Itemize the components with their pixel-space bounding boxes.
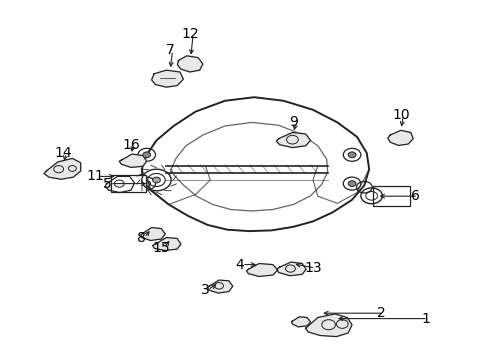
Text: 11: 11: [86, 170, 104, 183]
Text: 14: 14: [55, 146, 72, 160]
Circle shape: [142, 181, 150, 186]
Polygon shape: [44, 158, 81, 179]
Circle shape: [142, 152, 150, 158]
FancyBboxPatch shape: [372, 186, 409, 206]
Text: 6: 6: [410, 189, 419, 203]
Text: 9: 9: [288, 116, 297, 129]
Text: 3: 3: [201, 283, 209, 297]
Polygon shape: [246, 264, 277, 276]
Polygon shape: [387, 130, 412, 145]
Polygon shape: [276, 262, 305, 276]
Polygon shape: [152, 238, 181, 251]
Text: 13: 13: [304, 261, 321, 275]
Polygon shape: [207, 280, 232, 293]
Text: 5: 5: [103, 177, 112, 190]
Text: 12: 12: [182, 27, 199, 41]
Text: 16: 16: [122, 138, 140, 152]
Circle shape: [347, 181, 355, 186]
Text: 2: 2: [376, 306, 385, 320]
Polygon shape: [151, 70, 183, 87]
Text: 10: 10: [391, 108, 409, 122]
Polygon shape: [276, 132, 310, 148]
Polygon shape: [305, 314, 351, 337]
Text: 8: 8: [137, 231, 146, 244]
Circle shape: [347, 152, 355, 158]
Polygon shape: [177, 56, 203, 72]
Text: 15: 15: [152, 242, 170, 255]
Text: 7: 7: [165, 44, 174, 57]
Text: 4: 4: [235, 258, 244, 271]
FancyBboxPatch shape: [111, 175, 145, 192]
Polygon shape: [291, 317, 310, 327]
Polygon shape: [141, 228, 165, 240]
Circle shape: [152, 177, 160, 183]
Text: 1: 1: [420, 312, 429, 325]
Polygon shape: [119, 154, 146, 167]
Polygon shape: [105, 176, 134, 193]
